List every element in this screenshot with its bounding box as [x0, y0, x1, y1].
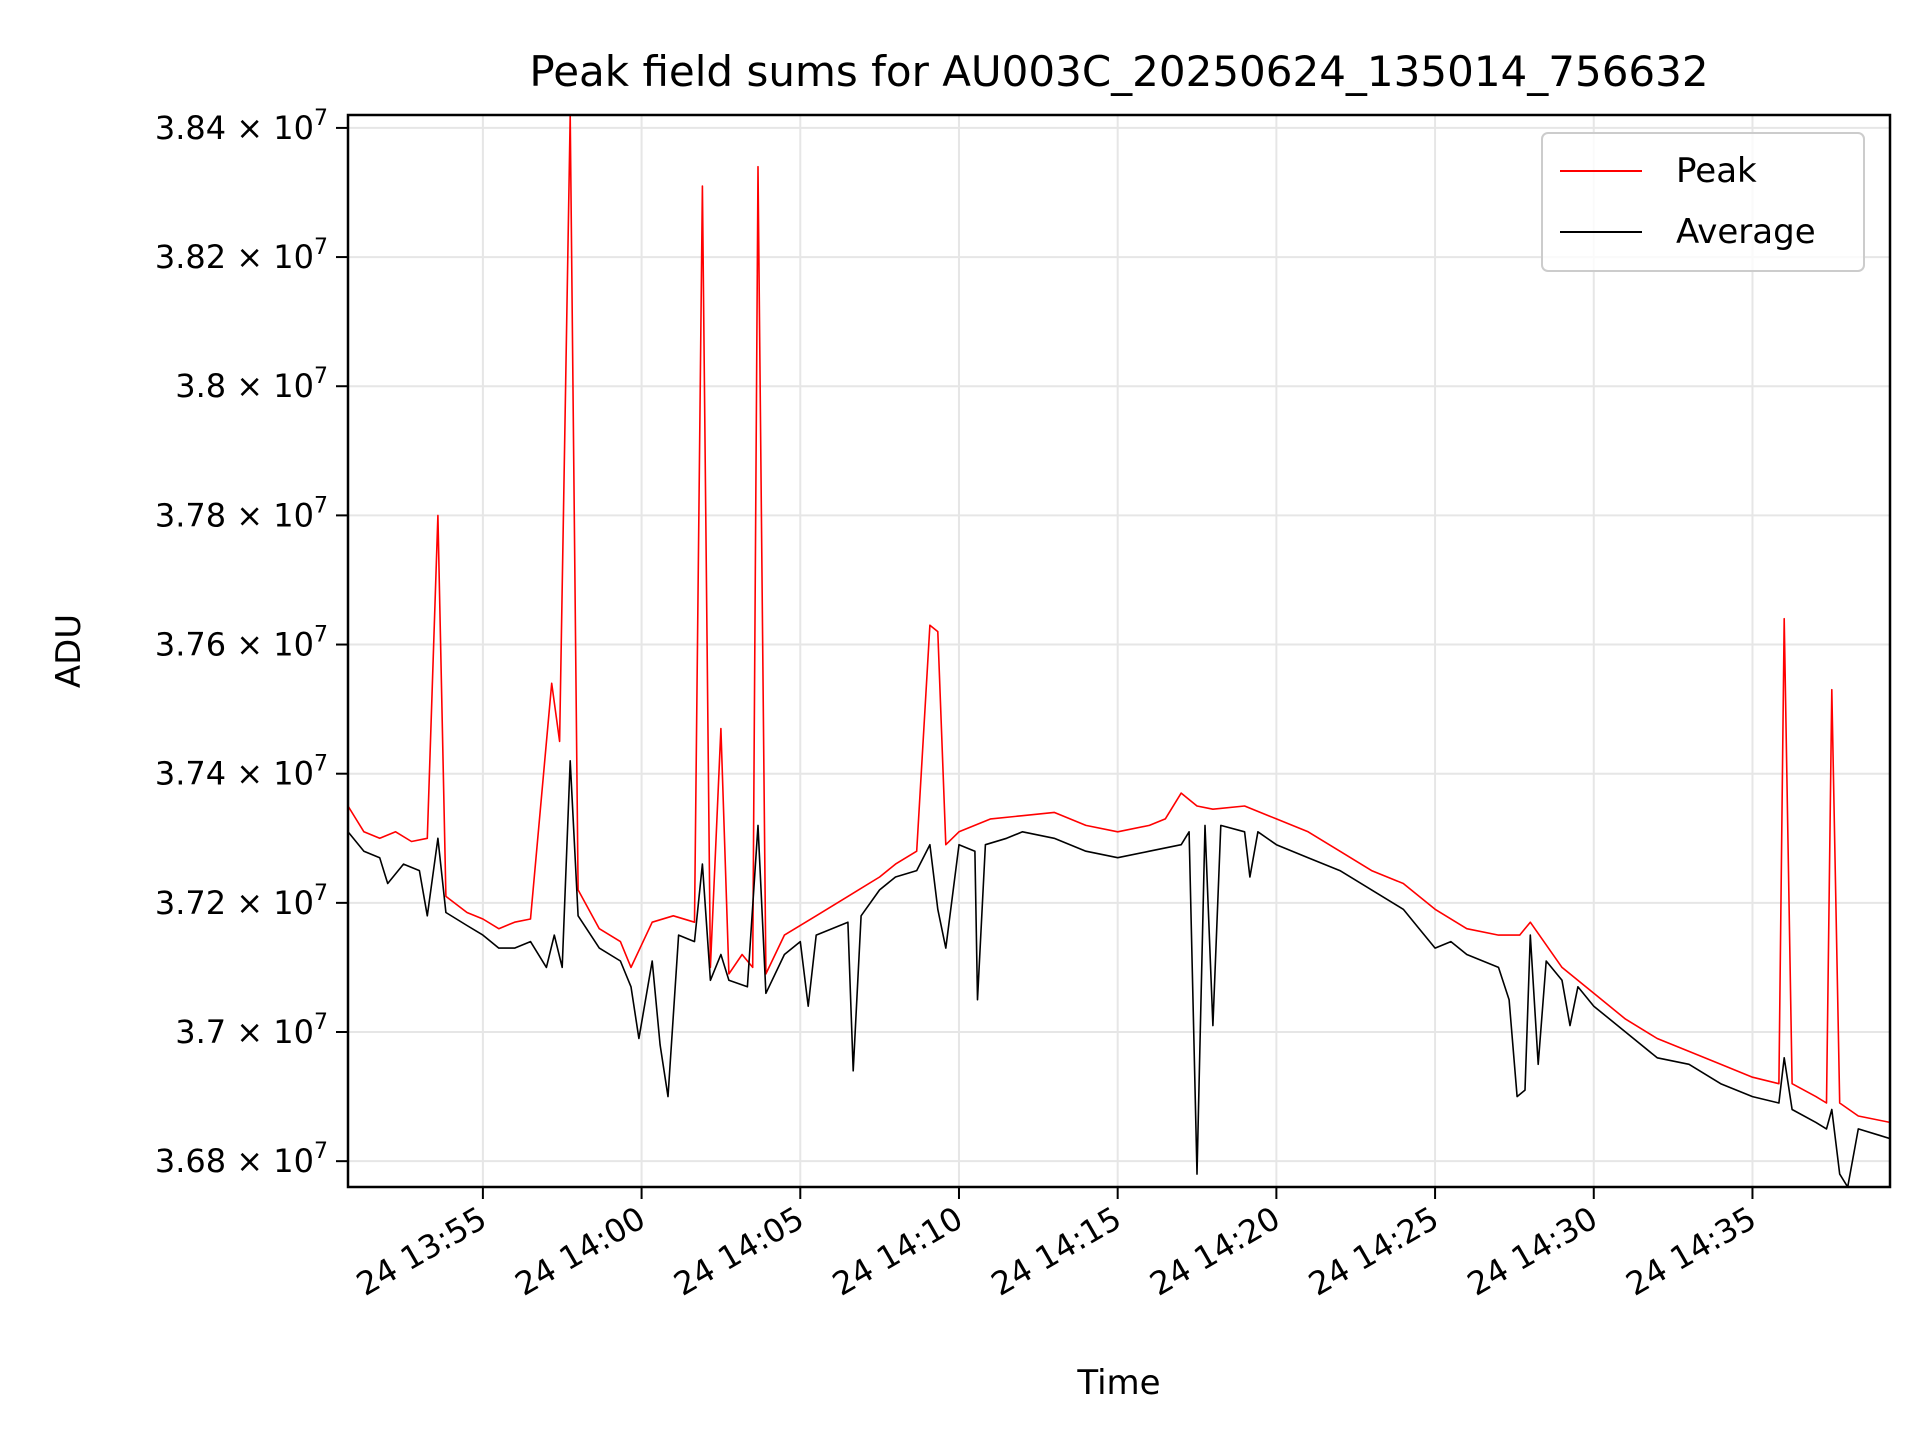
x-axis-ticks: 24 13:55 24 14:00 24 14:05 24 14:10 24 14:15…	[350, 1187, 1763, 1303]
legend: Peak Average	[1541, 132, 1865, 272]
legend-label-peak: Peak	[1676, 151, 1757, 191]
y-tick-label: 3.76 × 107	[155, 623, 328, 664]
x-tick-label: 24 14:20	[1143, 1199, 1286, 1303]
plot-frame	[346, 113, 1892, 1189]
series-line-peak	[348, 115, 1890, 1124]
legend-label-average: Average	[1676, 212, 1816, 252]
x-tick-label: 24 14:30	[1461, 1199, 1604, 1303]
y-tick-label: 3.7 × 107	[175, 1010, 328, 1051]
x-tick-label: 24 14:35	[1620, 1199, 1763, 1303]
gridlines	[348, 115, 1890, 1187]
y-tick-label: 3.68 × 107	[155, 1139, 328, 1180]
legend-box	[1541, 132, 1865, 272]
y-axis-label: ADU	[49, 614, 89, 688]
y-tick-label: 3.82 × 107	[155, 235, 328, 276]
series-lines	[348, 115, 1890, 1187]
y-tick-label: 3.84 × 107	[155, 106, 328, 147]
y-tick-label: 3.74 × 107	[155, 752, 328, 793]
x-tick-label: 24 14:25	[1302, 1199, 1445, 1303]
x-tick-label: 24 14:05	[667, 1199, 810, 1303]
x-tick-label: 24 13:55	[350, 1199, 493, 1303]
y-tick-label: 3.72 × 107	[155, 881, 328, 922]
x-axis-label: Time	[1076, 1363, 1160, 1403]
y-tick-label: 3.8 × 107	[175, 364, 328, 405]
x-tick-label: 24 14:10	[826, 1199, 969, 1303]
series-line-average	[348, 760, 1890, 1187]
x-tick-label: 24 14:00	[509, 1199, 652, 1303]
chart-title: Peak field sums for AU003C_20250624_1350…	[529, 47, 1708, 96]
x-tick-label: 24 14:15	[985, 1199, 1128, 1303]
y-axis-ticks: 3.68 × 107 3.7 × 107 3.72 × 107 3.74 × 107 3…	[155, 106, 348, 1180]
y-tick-label: 3.78 × 107	[155, 493, 328, 534]
